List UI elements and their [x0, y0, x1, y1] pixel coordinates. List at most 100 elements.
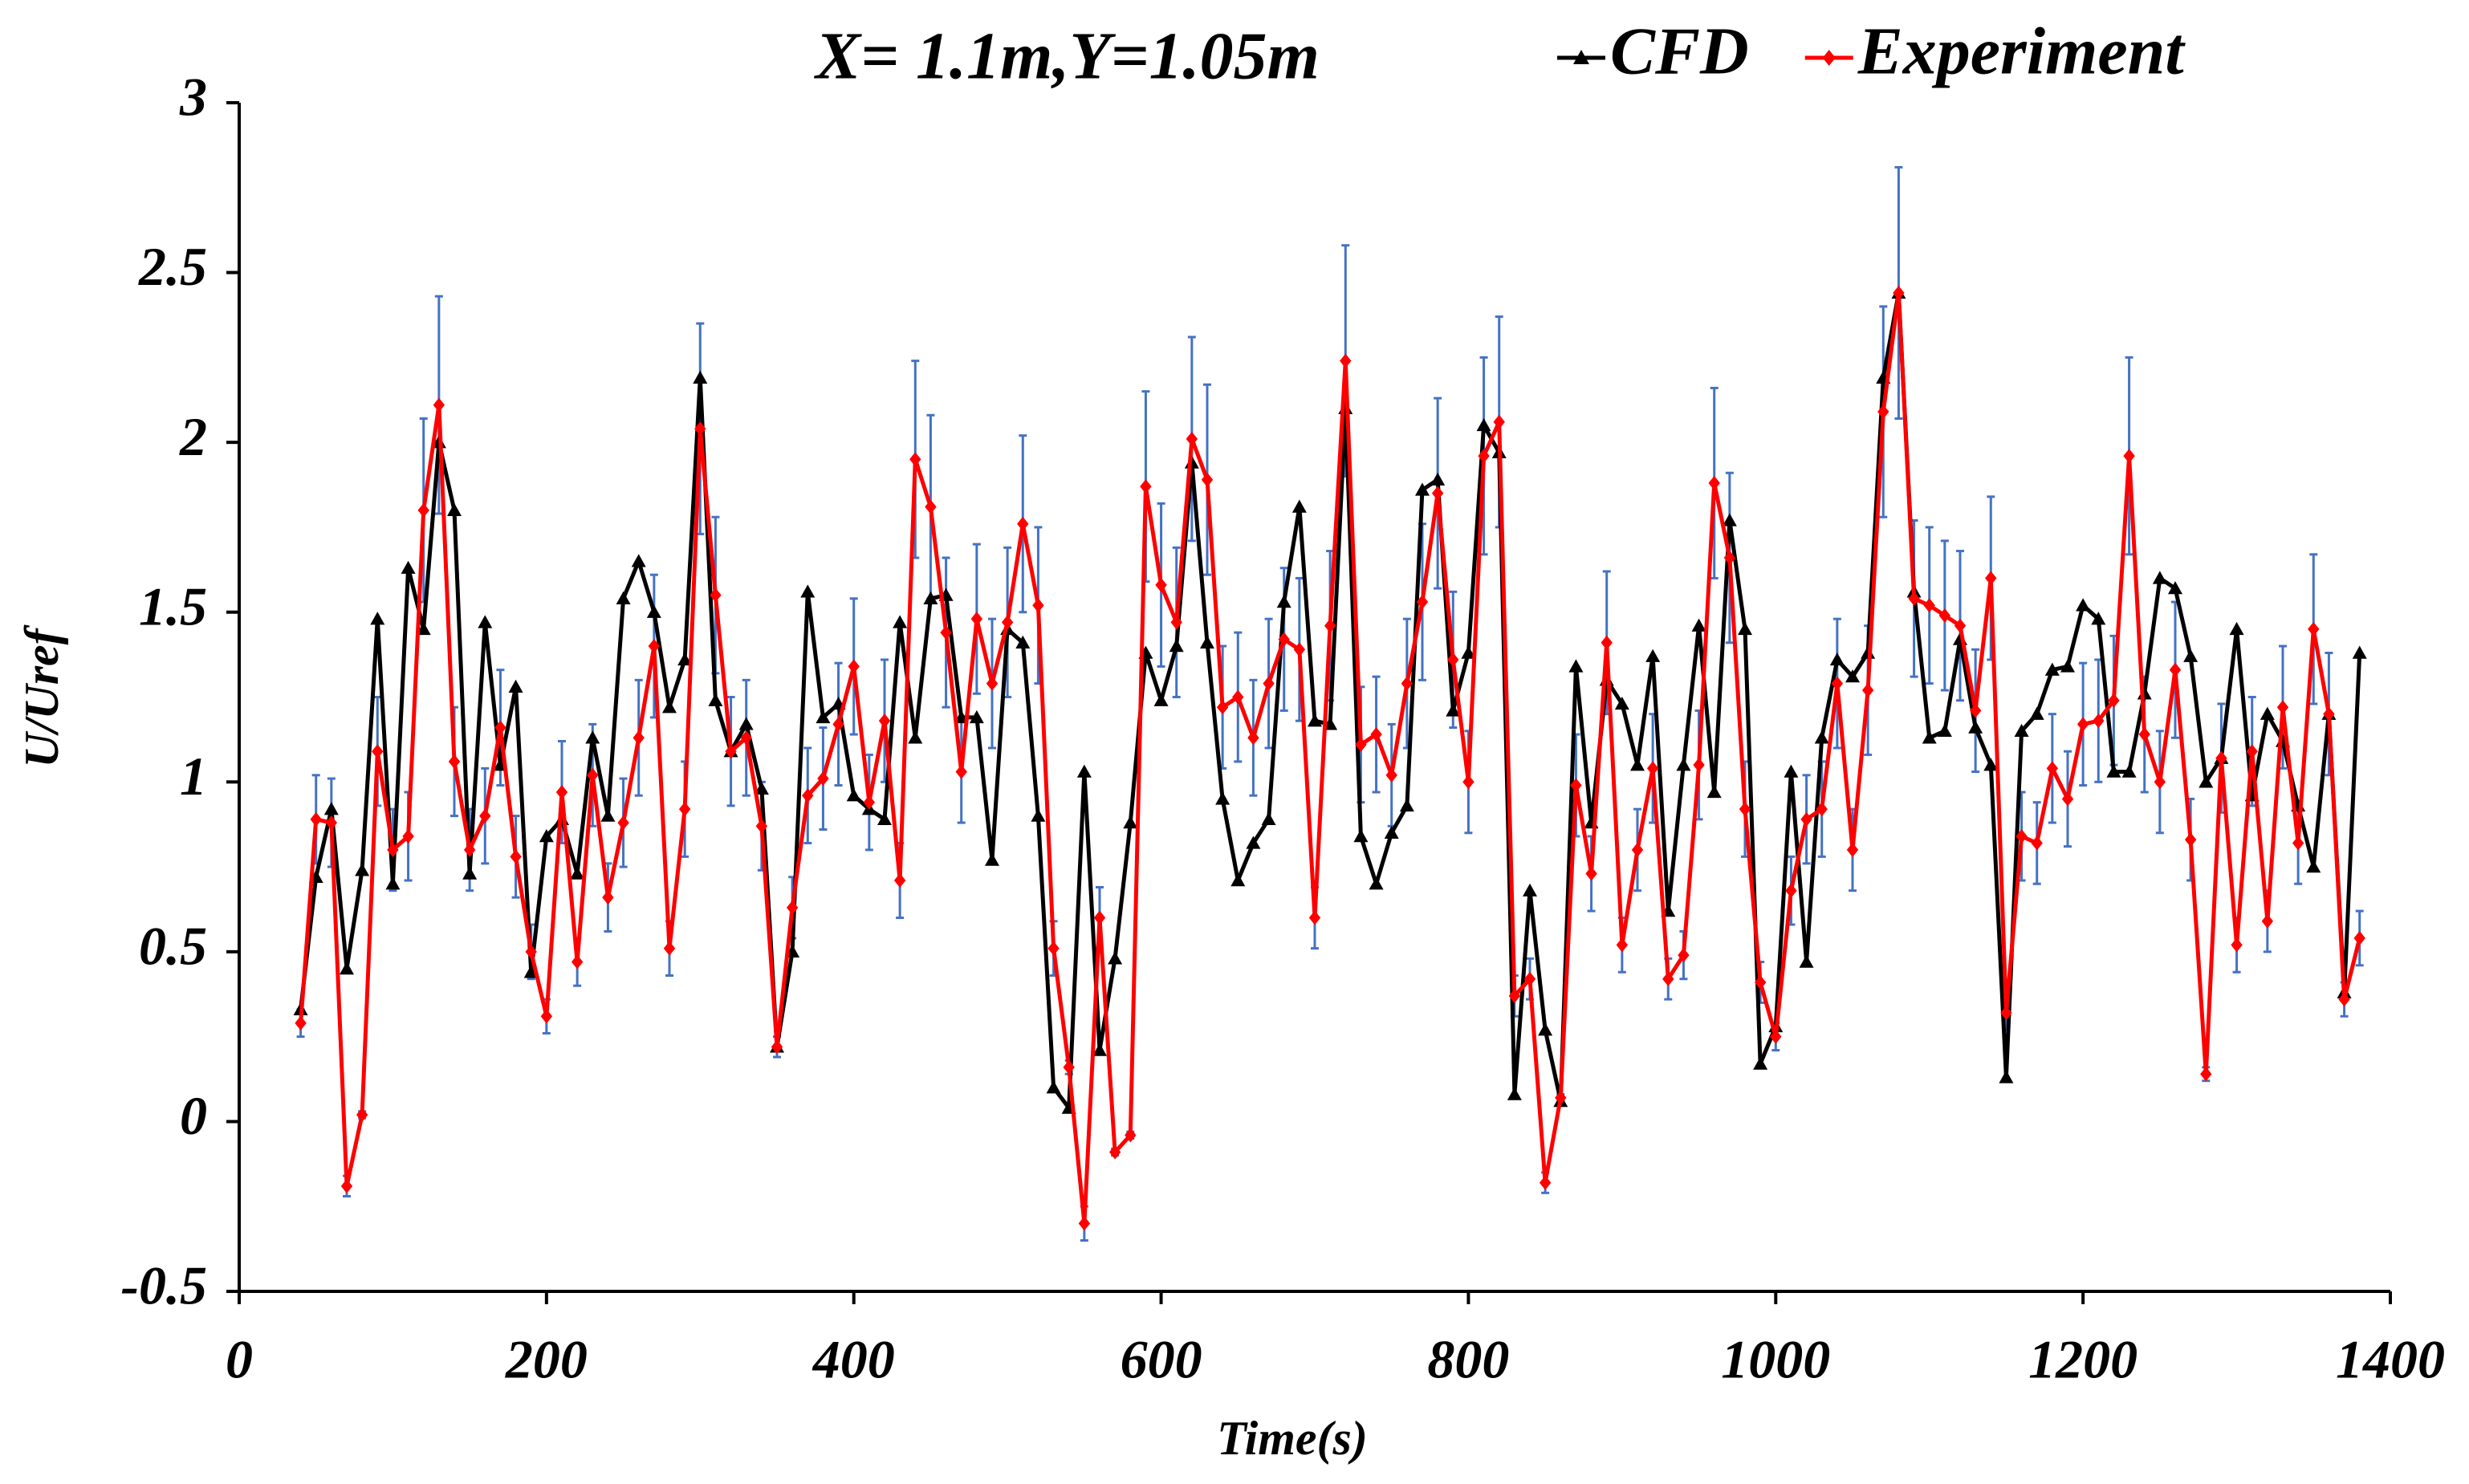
data-point [1108, 951, 1123, 965]
data-point [1230, 872, 1246, 887]
data-point [1893, 285, 1905, 300]
data-point [2261, 913, 2274, 929]
data-point [323, 802, 339, 815]
x-tick-label: 1400 [2336, 1329, 2445, 1390]
data-point [694, 421, 706, 437]
x-tick-label: 600 [1121, 1329, 1202, 1390]
data-point [325, 815, 338, 831]
y-tick-label: -0.5 [120, 1255, 207, 1316]
data-point [1047, 941, 1060, 956]
data-point [1693, 758, 1705, 773]
data-point [1601, 635, 1613, 650]
data-point [1861, 683, 1874, 698]
data-point [1723, 551, 1736, 566]
data-point [923, 591, 938, 604]
data-point [2106, 764, 2121, 778]
data-point [1678, 948, 1690, 963]
series-line [299, 291, 2362, 1226]
data-point [648, 639, 661, 654]
data-point [2260, 706, 2275, 720]
data-point [510, 849, 522, 864]
data-point [1770, 1029, 1782, 1044]
data-point [1539, 1175, 1552, 1190]
data-point [1216, 700, 1229, 715]
data-point [1877, 405, 1889, 420]
data-point [725, 744, 737, 759]
data-point [1523, 883, 1537, 896]
data-point [2276, 700, 2289, 715]
data-point [2044, 662, 2060, 676]
data-point [478, 615, 493, 628]
data-point [617, 815, 629, 831]
data-point [1416, 595, 1429, 610]
data-point [1829, 652, 1845, 666]
data-point [600, 808, 616, 822]
data-point [1722, 513, 1737, 527]
legend-label: CFD [1610, 14, 1749, 88]
data-point [985, 852, 999, 866]
data-point [1276, 595, 1291, 608]
data-point [1169, 639, 1184, 653]
data-point [2184, 832, 2197, 848]
data-point [771, 1039, 783, 1055]
data-point [1831, 676, 1844, 691]
data-point [1954, 618, 1967, 633]
data-point [1985, 571, 1997, 586]
y-tick-label: 2.5 [138, 236, 207, 297]
data-point [417, 502, 429, 518]
data-point [908, 730, 923, 744]
data-point [1369, 876, 1384, 890]
x-tick-label: 0 [226, 1329, 253, 1390]
data-point [1983, 758, 1999, 771]
data-point [631, 554, 646, 567]
data-point [1739, 802, 1751, 817]
data-point [1155, 577, 1167, 592]
data-point [2200, 1067, 2212, 1082]
data-point [786, 900, 799, 915]
data-point [1247, 730, 1259, 746]
data-point [1078, 1216, 1091, 1231]
data-point [1799, 954, 1814, 968]
data-point [1123, 815, 1138, 829]
data-point [1784, 764, 1799, 778]
data-point [1754, 974, 1767, 990]
data-point [1846, 842, 1859, 857]
data-point [2323, 706, 2335, 722]
data-point [1291, 499, 1307, 513]
data-point [678, 802, 691, 817]
data-point [1046, 1080, 1061, 1094]
data-point [1738, 621, 1752, 636]
data-point [2138, 727, 2150, 742]
data-point [1308, 910, 1321, 925]
data-point [832, 717, 844, 732]
data-point [1922, 730, 1937, 744]
data-point [1493, 414, 1505, 429]
data-point [1785, 883, 1797, 898]
data-point [1385, 767, 1397, 783]
data-point [1092, 1043, 1107, 1056]
data-point [463, 842, 476, 857]
data-point [1999, 1070, 2014, 1084]
data-point [1662, 971, 1674, 986]
data-point [479, 808, 491, 823]
y-tick-label: 1.5 [139, 575, 207, 636]
chart-title: X= 1.1m,Y=1.05m [813, 18, 1320, 93]
data-point [587, 767, 599, 783]
data-point [571, 954, 584, 970]
data-point [540, 1009, 553, 1024]
y-tick-label: 0 [180, 1085, 207, 1146]
data-point [662, 700, 677, 714]
data-point [1645, 648, 1661, 662]
data-point [1476, 417, 1491, 432]
data-point [2229, 621, 2244, 636]
x-tick-label: 200 [505, 1329, 588, 1390]
data-point [570, 866, 585, 880]
data-point [1384, 825, 1399, 839]
series-line [299, 291, 2362, 1110]
data-point [2169, 662, 2182, 677]
data-point [1691, 618, 1706, 632]
data-point [1063, 1059, 1075, 1075]
data-point [710, 588, 722, 603]
data-point [1646, 761, 1659, 776]
